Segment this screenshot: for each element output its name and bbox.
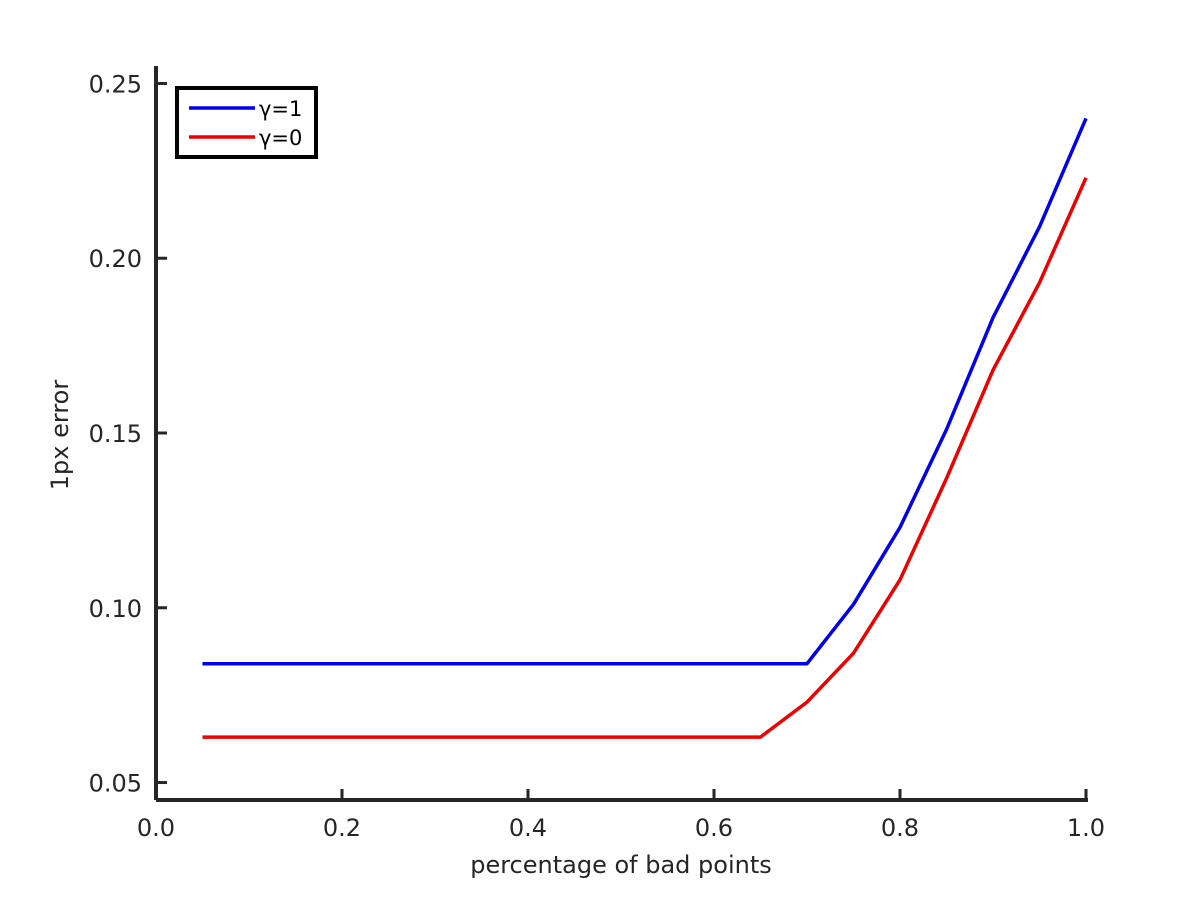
x-tick-label: 0.8 — [881, 814, 919, 842]
x-tick-label: 0.2 — [323, 814, 361, 842]
y-tick-label: 0.05 — [89, 770, 142, 798]
x-tick-label: 0.0 — [137, 814, 175, 842]
y-tick-label: 0.20 — [89, 245, 142, 273]
x-tick-label: 0.4 — [509, 814, 547, 842]
legend: γ=1γ=0 — [175, 86, 318, 159]
series-layer — [202, 117, 1088, 739]
legend-items: γ=1γ=0 — [189, 97, 302, 150]
legend-label: γ=1 — [259, 97, 302, 121]
ticks-layer: 0.0 0.2 0.4 0.6 0.8 1.0 0.05 0.10 0.15 0.20 0.25 — [89, 70, 1106, 842]
y-axis-title: 1px error — [46, 380, 74, 491]
series-line-1 — [202, 117, 1088, 666]
x-axis-title: percentage of bad points — [470, 851, 772, 879]
y-tick-label: 0.10 — [89, 595, 142, 623]
legend-label: γ=0 — [259, 126, 302, 150]
series-line-2 — [202, 177, 1088, 739]
legend-box — [175, 86, 318, 159]
y-tick-label: 0.25 — [89, 70, 142, 98]
y-tick-label: 0.15 — [89, 420, 142, 448]
x-tick-label: 0.6 — [695, 814, 733, 842]
axes-layer — [154, 66, 1088, 802]
x-tick-label: 1.0 — [1067, 814, 1105, 842]
